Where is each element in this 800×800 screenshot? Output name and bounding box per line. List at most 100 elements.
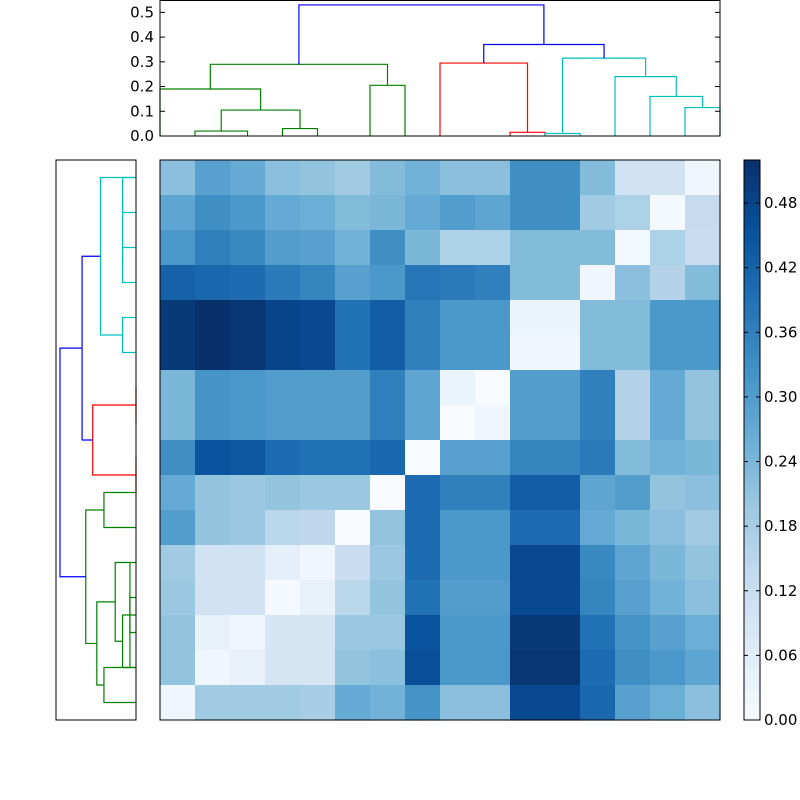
heatmap-cell	[160, 160, 196, 196]
heatmap-cell	[300, 405, 336, 441]
heatmap-cell	[440, 510, 476, 546]
heatmap-cell	[685, 335, 721, 371]
heatmap-cell	[510, 335, 546, 371]
heatmap-cell	[405, 300, 441, 336]
heatmap-cell	[230, 615, 266, 651]
heatmap-cell	[265, 160, 301, 196]
heatmap-cell	[265, 300, 301, 336]
heatmap-cell	[405, 615, 441, 651]
heatmap-cell	[300, 580, 336, 616]
colorbar-tick-label: 0.00	[764, 711, 797, 729]
heatmap-cell	[370, 195, 406, 231]
heatmap-cell	[615, 265, 651, 301]
heatmap-cell	[195, 370, 231, 406]
heatmap-cell	[195, 160, 231, 196]
heatmap-cell	[685, 160, 721, 196]
heatmap-cell	[580, 580, 616, 616]
heatmap-cell	[510, 545, 546, 581]
heatmap-cell	[230, 685, 266, 721]
top-dendrogram-ytick-label: 0.2	[130, 78, 154, 96]
heatmap-cell	[230, 545, 266, 581]
heatmap-cell	[440, 545, 476, 581]
heatmap-cell	[650, 300, 686, 336]
heatmap-cell	[475, 475, 511, 511]
heatmap-cell	[510, 230, 546, 266]
colorbar-tick-label: 0.36	[764, 323, 797, 341]
heatmap-cell	[300, 265, 336, 301]
heatmap-cell	[580, 230, 616, 266]
heatmap-cell	[335, 195, 371, 231]
heatmap-cell	[440, 230, 476, 266]
heatmap-cell	[510, 370, 546, 406]
heatmap-cell	[580, 370, 616, 406]
heatmap-cell	[545, 685, 581, 721]
heatmap-cell	[195, 405, 231, 441]
heatmap-cell	[230, 440, 266, 476]
heatmap-cell	[335, 230, 371, 266]
heatmap-cell	[405, 335, 441, 371]
heatmap-cell	[580, 475, 616, 511]
left-dendrogram-frame	[55, 159, 137, 721]
heatmap-cell	[230, 230, 266, 266]
heatmap-cell	[475, 230, 511, 266]
heatmap-cell	[160, 650, 196, 686]
heatmap-cell	[440, 615, 476, 651]
heatmap-cell	[230, 160, 266, 196]
heatmap-cell	[195, 440, 231, 476]
heatmap-cell	[440, 475, 476, 511]
heatmap-cell	[230, 475, 266, 511]
heatmap-cell	[195, 265, 231, 301]
heatmap-cell	[265, 615, 301, 651]
left-dendrogram-link	[59, 347, 86, 578]
heatmap-cell	[265, 545, 301, 581]
heatmap-cell	[160, 685, 196, 721]
heatmap-cell	[545, 160, 581, 196]
heatmap-cell	[370, 335, 406, 371]
heatmap-cell	[160, 615, 196, 651]
heatmap-cell	[265, 370, 301, 406]
heatmap-cell	[335, 475, 371, 511]
heatmap-cell	[300, 230, 336, 266]
heatmap-cell	[615, 230, 651, 266]
heatmap-cell	[335, 440, 371, 476]
heatmap-cell	[545, 580, 581, 616]
heatmap-cell	[370, 405, 406, 441]
colorbar-tick-label: 0.42	[764, 259, 797, 277]
heatmap-cell	[265, 335, 301, 371]
heatmap-cell	[545, 475, 581, 511]
heatmap-cell	[650, 405, 686, 441]
heatmap-cell	[160, 335, 196, 371]
heatmap-cell	[405, 650, 441, 686]
heatmap-cell	[405, 370, 441, 406]
heatmap-cell	[440, 370, 476, 406]
heatmap-cell	[300, 195, 336, 231]
heatmap-cell	[475, 335, 511, 371]
heatmap-cell	[475, 370, 511, 406]
heatmap-cell	[195, 545, 231, 581]
heatmap-cell	[300, 300, 336, 336]
heatmap-cell	[265, 405, 301, 441]
heatmap-cell	[300, 510, 336, 546]
heatmap-cell	[475, 580, 511, 616]
heatmap-cell	[685, 265, 721, 301]
heatmap-cell	[685, 370, 721, 406]
heatmap-cell	[160, 475, 196, 511]
heatmap-cell	[300, 545, 336, 581]
heatmap-cell	[580, 160, 616, 196]
heatmap-cell	[580, 300, 616, 336]
heatmap-cell	[545, 195, 581, 231]
heatmap-cell	[475, 685, 511, 721]
heatmap-cell	[510, 685, 546, 721]
heatmap-cell	[265, 580, 301, 616]
heatmap-cell	[545, 335, 581, 371]
heatmap-cell	[475, 650, 511, 686]
heatmap-cell	[405, 160, 441, 196]
heatmap-cell	[160, 265, 196, 301]
heatmap-cell	[685, 580, 721, 616]
colorbar-tick-label: 0.48	[764, 194, 797, 212]
heatmap-cell	[685, 545, 721, 581]
heatmap-cell	[300, 160, 336, 196]
heatmap-cell	[405, 265, 441, 301]
heatmap-cell	[650, 230, 686, 266]
heatmap-cell	[265, 685, 301, 721]
